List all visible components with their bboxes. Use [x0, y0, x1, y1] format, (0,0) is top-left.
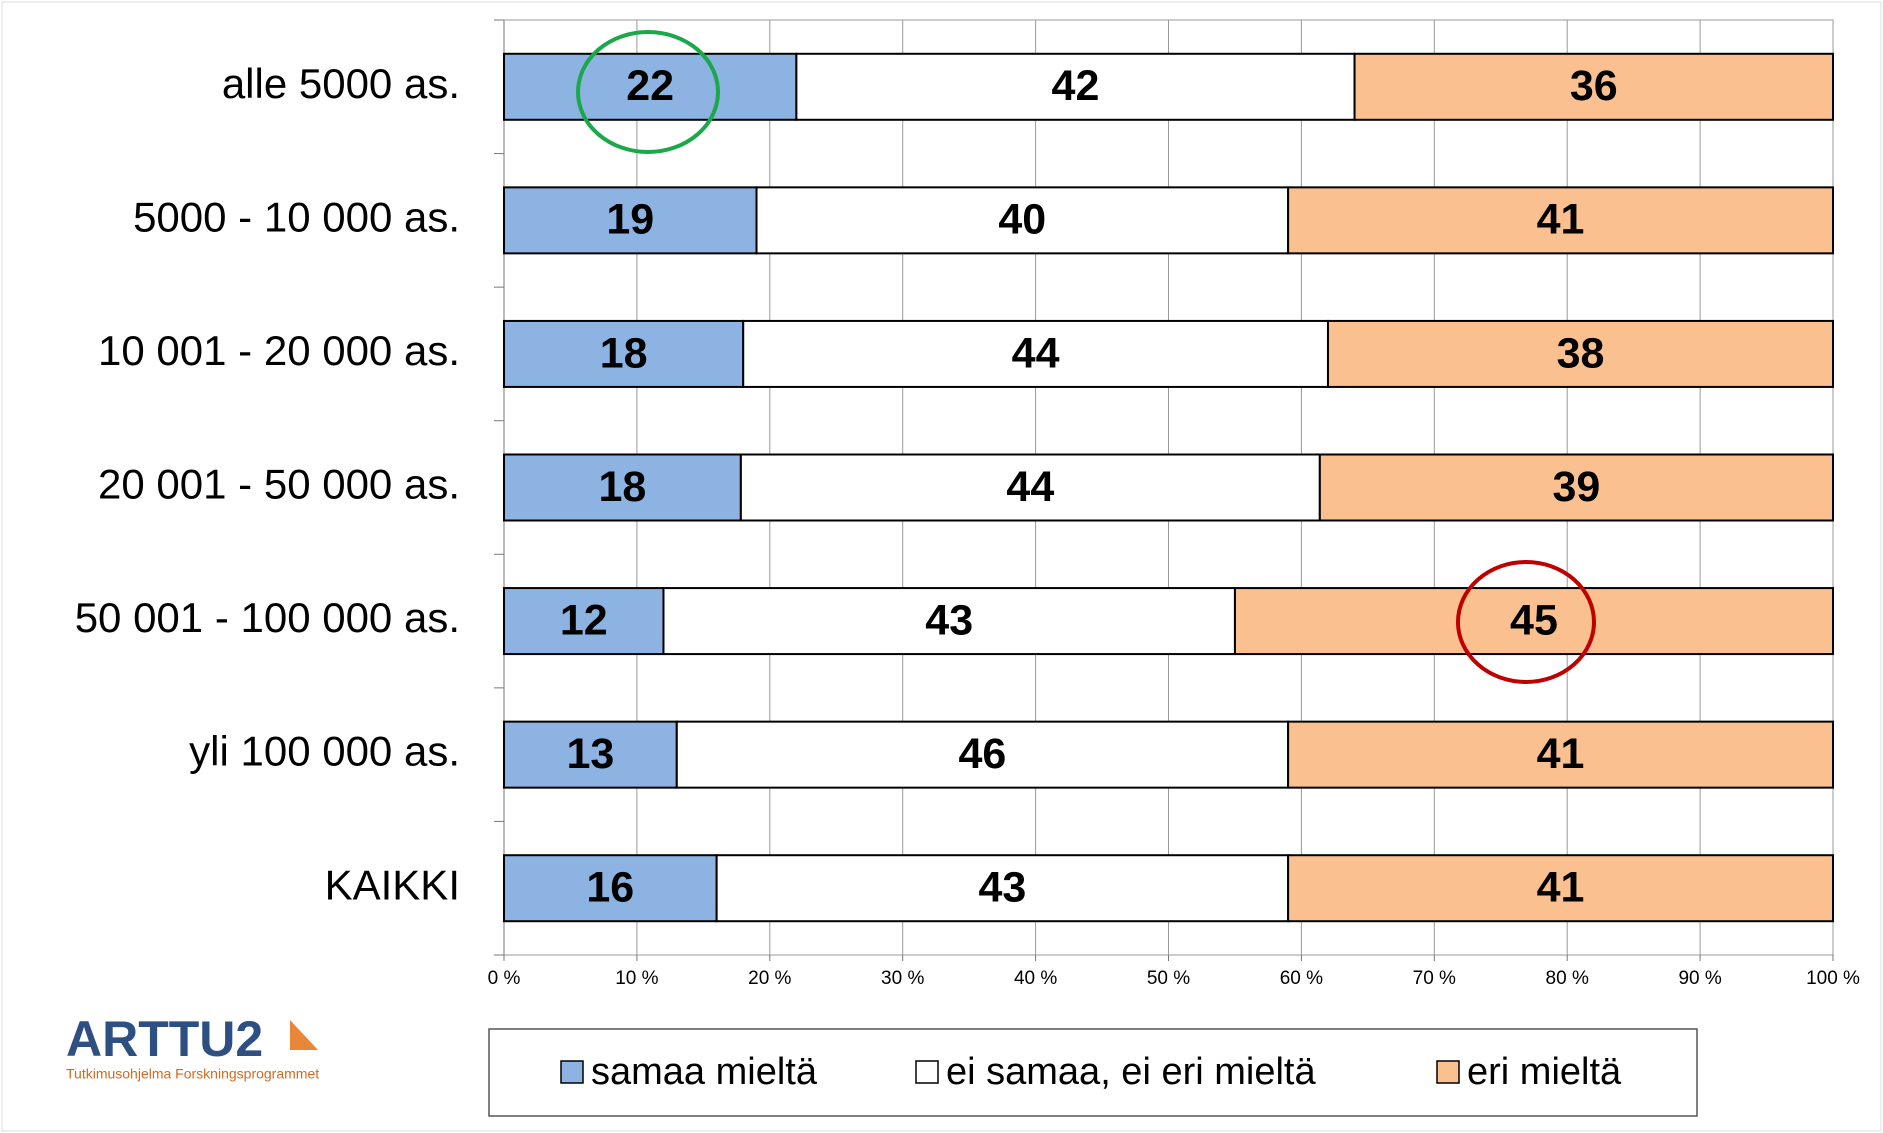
bar-segment: [715, 854, 1290, 923]
bar-segment: [1318, 453, 1834, 522]
legend-label: ei samaa, ei eri mieltä: [946, 1051, 1316, 1093]
x-tick-label: 90 %: [1678, 968, 1721, 989]
value-label: 46: [959, 730, 1007, 778]
bar-segment: [742, 319, 1329, 388]
y-tick-label: alle 5000 as.: [222, 60, 460, 107]
y-tick-label: 20 001 - 50 000 as.: [98, 461, 460, 508]
bar-segment: [739, 453, 1321, 522]
bar-segment: [503, 720, 678, 789]
value-label: 45: [1510, 596, 1558, 644]
legend-swatch: [915, 1060, 939, 1084]
bar-segment: [503, 186, 758, 255]
value-label: 18: [600, 329, 648, 377]
x-tick-label: 80 %: [1546, 968, 1589, 989]
bar-segment: [1287, 720, 1834, 789]
bar-segment: [1326, 319, 1834, 388]
x-tick-label: 50 %: [1147, 968, 1190, 989]
legend-label: samaa mieltä: [591, 1051, 818, 1093]
value-label: 16: [586, 864, 634, 912]
y-tick-label: 5000 - 10 000 as.: [133, 193, 460, 240]
x-tick-label: 40 %: [1014, 968, 1057, 989]
x-tick-label: 30 %: [881, 968, 924, 989]
y-tick-label: yli 100 000 as.: [189, 728, 460, 775]
bar-segment: [503, 453, 742, 522]
y-tick-label: 10 001 - 20 000 as.: [98, 327, 460, 374]
logo-title: ARTTU2: [66, 1011, 263, 1067]
legend-box: [488, 1028, 1698, 1117]
value-label: 36: [1570, 62, 1618, 110]
value-label: 19: [606, 196, 654, 244]
value-label: 44: [1012, 329, 1060, 377]
value-label: 38: [1557, 329, 1605, 377]
bar-segment: [1287, 854, 1834, 923]
highlight-circle: [1456, 560, 1596, 684]
bar-segment: [1233, 587, 1834, 656]
bar-segment: [662, 587, 1236, 656]
legend-swatch: [560, 1060, 584, 1084]
y-tick-label: 50 001 - 100 000 as.: [75, 594, 460, 641]
legend-label: eri mieltä: [1467, 1051, 1622, 1093]
value-label: 41: [1537, 730, 1585, 778]
x-tick-label: 10 %: [615, 968, 658, 989]
value-label: 18: [599, 463, 647, 511]
x-tick-label: 100 %: [1806, 968, 1860, 989]
value-label: 12: [560, 596, 608, 644]
legend-swatch: [1436, 1060, 1460, 1084]
x-tick-label: 70 %: [1413, 968, 1456, 989]
logo-subtitle: Tutkimusohjelma Forskningsprogrammet: [66, 1066, 319, 1082]
value-label: 44: [1006, 463, 1054, 511]
value-label: 40: [998, 196, 1046, 244]
value-label: 41: [1537, 196, 1585, 244]
value-label: 43: [978, 864, 1026, 912]
bar-segment: [1353, 52, 1835, 121]
value-label: 39: [1552, 463, 1600, 511]
y-tick-label: KAIKKI: [325, 861, 460, 908]
value-label: 43: [925, 596, 973, 644]
x-tick-label: 60 %: [1280, 968, 1323, 989]
value-label: 13: [566, 730, 614, 778]
value-label: 42: [1052, 62, 1100, 110]
x-tick-label: 20 %: [748, 968, 791, 989]
x-tick-label: 0 %: [488, 968, 521, 989]
bar-segment: [503, 319, 745, 388]
bar-segment: [503, 52, 798, 121]
bar-segment: [755, 186, 1290, 255]
value-label: 41: [1537, 864, 1585, 912]
highlight-circle: [576, 30, 720, 154]
value-label: 22: [626, 62, 674, 110]
logo-sail: [290, 1020, 318, 1050]
bar-segment: [1287, 186, 1834, 255]
